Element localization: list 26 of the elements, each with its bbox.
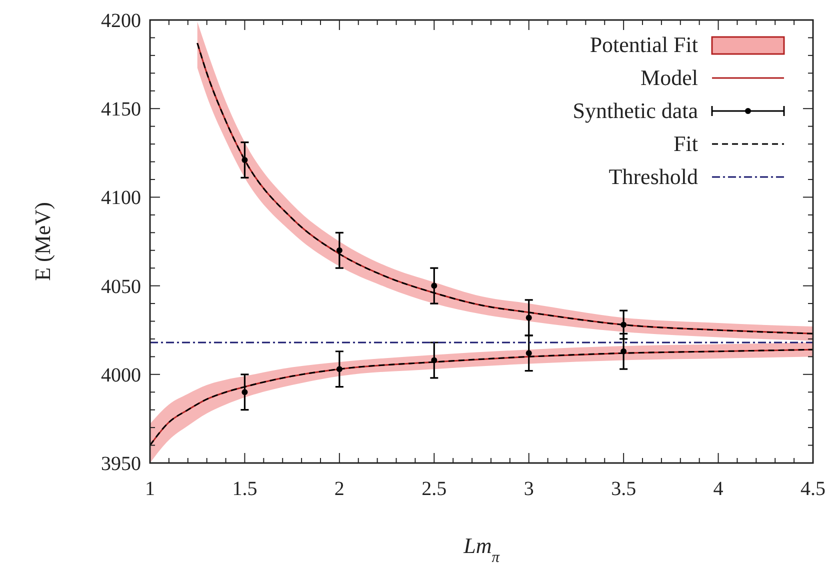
x-tick-label: 3.5 [611, 478, 636, 500]
y-tick-label: 4000 [101, 364, 141, 386]
legend-label: Potential Fit [590, 32, 698, 57]
point [526, 350, 532, 356]
point [336, 247, 342, 254]
x-tick-label: 2.5 [422, 478, 447, 500]
y-tick-label: 4050 [101, 276, 141, 298]
legend-label: Threshold [608, 164, 698, 189]
point [526, 314, 532, 321]
point [242, 389, 248, 396]
x-tick-label: 4 [713, 478, 724, 500]
y-tick-label: 4200 [101, 10, 141, 32]
x-tick-label: 2 [334, 478, 344, 500]
point [431, 282, 438, 289]
x-tick-label: 3 [524, 478, 534, 500]
y-axis-title: E (MeV) [30, 202, 55, 281]
legend-label: Fit [674, 131, 698, 156]
legend-label: Synthetic data [572, 98, 698, 123]
y-tick-label: 3950 [101, 453, 141, 475]
x-axis-title: Lm$_{π}$ [462, 533, 501, 566]
y-tick-label: 4100 [101, 187, 141, 210]
x-tick-label: 1 [145, 478, 155, 500]
x-tick-label: 1.5 [232, 478, 258, 500]
legend-label: Model [640, 65, 698, 90]
x-tick-label: 4.5 [800, 478, 826, 500]
y-tick-label: 4150 [101, 98, 141, 121]
